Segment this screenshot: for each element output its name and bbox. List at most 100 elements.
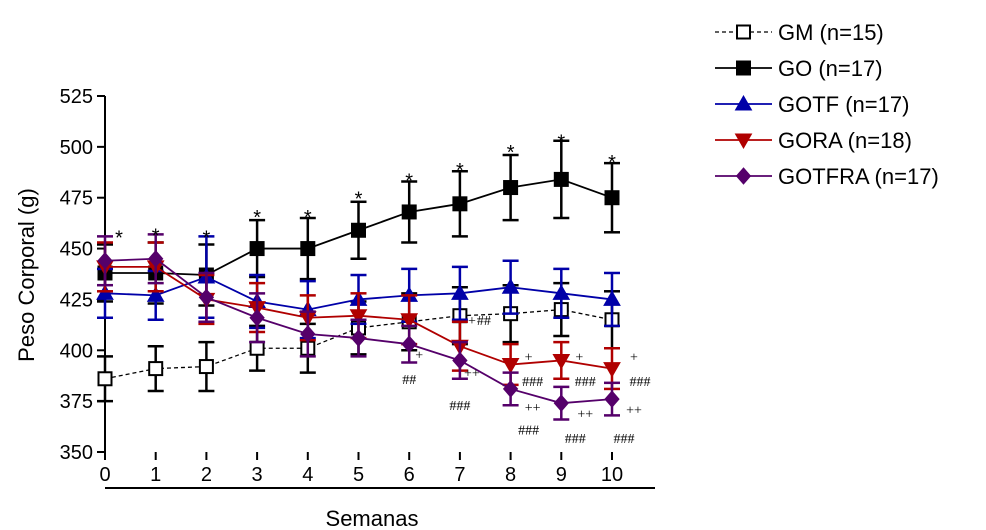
legend-label: GOTFRA (n=17) <box>778 164 939 189</box>
data-point <box>501 358 520 374</box>
x-tick-label: 9 <box>556 464 567 486</box>
significance-annotation: ++ <box>464 367 480 382</box>
significance-annotation: ### <box>449 399 470 414</box>
data-point <box>300 241 316 257</box>
data-point <box>604 390 620 408</box>
x-tick-label: 7 <box>454 464 465 486</box>
significance-annotation: ### <box>575 375 596 390</box>
y-tick-label: 425 <box>60 289 93 311</box>
significance-annotation: ### <box>565 432 586 447</box>
y-axis-title: Peso Corporal (g) <box>14 188 39 362</box>
x-tick-label: 0 <box>99 464 110 486</box>
significance-annotation: ++ <box>577 407 593 422</box>
legend-item: GOTF (n=17) <box>715 92 909 117</box>
legend-marker <box>736 24 751 40</box>
significance-annotation: * <box>507 142 515 164</box>
significance-annotation: ### <box>630 375 651 390</box>
y-tick-label: 450 <box>60 239 93 261</box>
data-point <box>401 204 417 220</box>
legend-marker <box>736 60 751 76</box>
y-tick-label: 500 <box>60 137 93 159</box>
significance-annotation: + <box>525 350 533 365</box>
legend-label: GOTF (n=17) <box>778 92 909 117</box>
data-point <box>604 190 620 206</box>
significance-annotation: ## <box>477 314 491 329</box>
significance-annotation: ### <box>518 424 539 439</box>
data-point <box>249 340 265 356</box>
legend-item: GOTFRA (n=17) <box>715 164 939 189</box>
data-point <box>400 313 419 329</box>
data-point <box>552 353 571 370</box>
data-point <box>401 335 417 353</box>
y-tick-label: 350 <box>60 442 93 464</box>
y-tick-label: 525 <box>60 86 93 108</box>
x-axis-title: Semanas <box>326 506 419 530</box>
data-point <box>351 222 366 238</box>
significance-annotation: + <box>468 314 476 329</box>
legend-marker <box>735 167 752 185</box>
significance-annotation: ### <box>522 375 543 390</box>
data-point <box>452 351 468 370</box>
significance-annotation: * <box>253 207 261 229</box>
significance-annotation: * <box>203 227 211 249</box>
data-point <box>553 394 569 412</box>
x-tick-label: 1 <box>150 464 161 486</box>
data-point <box>350 329 367 347</box>
data-point <box>452 196 468 212</box>
data-point <box>501 278 520 294</box>
y-tick-label: 375 <box>60 391 93 413</box>
legend-item: GORA (n=18) <box>715 128 912 153</box>
significance-annotation: ++ <box>626 403 642 418</box>
significance-annotation: ### <box>614 432 635 447</box>
annotation-layer: * * ** *** ** **+####+++###+###++###+###++###… <box>115 132 650 447</box>
legend-marker <box>734 94 753 111</box>
data-point <box>502 380 519 398</box>
x-tick-label: 8 <box>505 464 516 486</box>
significance-annotation: * <box>405 170 413 192</box>
legend-item: GM (n=15) <box>715 20 884 45</box>
data-point <box>148 361 164 377</box>
legend-marker <box>734 133 753 150</box>
x-tick-label: 2 <box>201 464 212 486</box>
significance-annotation: + <box>415 348 423 363</box>
significance-annotation: * <box>355 189 363 211</box>
data-point <box>451 284 469 300</box>
significance-annotation: + <box>575 350 583 365</box>
data-point <box>603 290 621 306</box>
legend-label: GORA (n=18) <box>778 128 912 153</box>
data-point <box>97 252 113 270</box>
y-tick-label: 400 <box>60 340 93 362</box>
data-point <box>300 325 316 343</box>
data-point <box>249 308 265 327</box>
data-point <box>198 359 214 375</box>
data-point <box>552 284 571 300</box>
x-tick-label: 4 <box>302 464 313 486</box>
significance-annotation: * <box>608 152 616 174</box>
x-tick-label: 5 <box>353 464 364 486</box>
data-point <box>97 371 113 387</box>
x-tick-label: 3 <box>252 464 263 486</box>
significance-annotation: * <box>115 227 123 249</box>
significance-annotation: + <box>630 350 638 365</box>
significance-annotation: * <box>152 225 160 247</box>
series-4 <box>96 241 621 391</box>
data-point <box>146 286 165 302</box>
x-tick-label: 6 <box>404 464 415 486</box>
legend: GM (n=15) GO (n=17) GOTF (n=17) GORA (n=18)… <box>715 20 939 189</box>
data-point <box>198 288 215 307</box>
axes: 350 375 400 425 450 475 500 525 0 1 2 3 4 5 6 7 8 9 10 <box>60 86 655 489</box>
data-point <box>503 180 519 196</box>
significance-annotation: ## <box>402 373 416 388</box>
data-point <box>553 171 569 187</box>
data-point <box>603 362 621 378</box>
legend-item: GO (n=17) <box>715 56 883 81</box>
significance-annotation: * <box>304 207 312 229</box>
significance-annotation: ++ <box>525 401 541 416</box>
significance-annotation: * <box>456 160 464 182</box>
legend-label: GM (n=15) <box>778 20 884 45</box>
series-5 <box>97 233 620 421</box>
significance-annotation: * <box>557 132 565 154</box>
data-point <box>249 241 265 257</box>
y-tick-label: 475 <box>60 188 93 210</box>
